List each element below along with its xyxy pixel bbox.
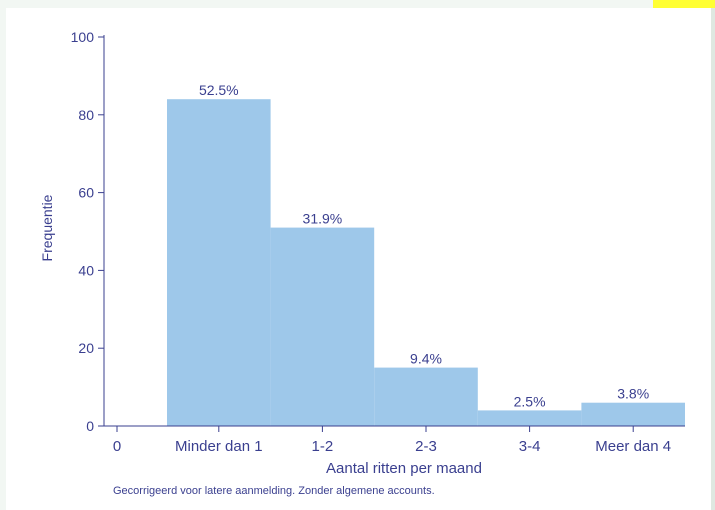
y-tick-label: 40 [78, 262, 94, 278]
bar-3-4 [477, 410, 582, 426]
frame-edge [711, 8, 715, 510]
y-tick-label: 60 [78, 185, 94, 201]
data-label: 2.5% [514, 393, 546, 409]
bar-minder-dan-1 [167, 99, 271, 426]
y-tick-label: 80 [78, 107, 94, 123]
y-axis: 0 20 40 60 80 100 [71, 29, 105, 434]
x-tick-label: 1-2 [312, 438, 334, 455]
x-tick-label: Meer dan 4 [595, 438, 671, 455]
y-tick-label: 20 [78, 340, 94, 356]
y-axis-title: Frequentie [39, 194, 55, 261]
data-label: 3.8% [617, 386, 649, 402]
chart-caption: Gecorrigeerd voor latere aanmelding. Zon… [113, 485, 435, 497]
x-tick-label: 0 [113, 438, 121, 455]
data-labels-group: 52.5% 31.9% 9.4% 2.5% 3.8% [199, 82, 649, 409]
data-label: 31.9% [303, 211, 343, 227]
bar-meer-dan-4 [581, 402, 685, 426]
x-tick-label: 2-3 [415, 438, 437, 455]
bar-1-2 [270, 227, 375, 426]
data-label: 9.4% [410, 351, 442, 367]
x-axis: 0 Minder dan 1 1-2 2-3 3-4 Meer dan 4 [104, 425, 685, 455]
x-axis-title: Aantal ritten per maand [326, 460, 482, 477]
x-tick-label: Minder dan 1 [175, 438, 263, 455]
y-tick-label: 100 [71, 29, 95, 45]
data-label: 52.5% [199, 82, 239, 98]
y-tick-label: 0 [86, 418, 94, 434]
bar-2-3 [374, 367, 478, 426]
highlight-mark [653, 0, 715, 8]
x-tick-label: 3-4 [519, 438, 541, 455]
bars-group [167, 99, 685, 426]
